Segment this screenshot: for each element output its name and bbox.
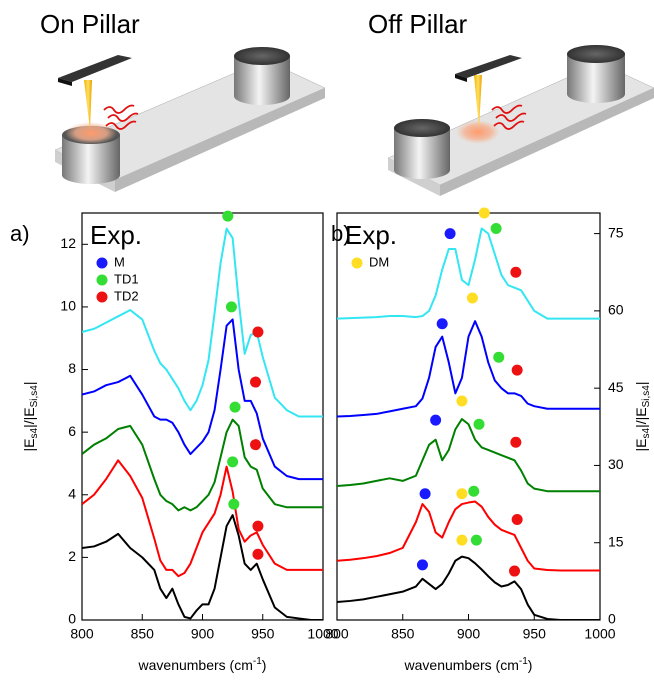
legend-swatch <box>352 258 363 269</box>
peak-marker <box>456 488 467 499</box>
x-label-part: ) <box>262 657 267 673</box>
y-label-part: | <box>21 382 37 386</box>
x-label-part: wavenumbers (cm <box>138 657 253 673</box>
y-tick-label: 8 <box>68 360 76 376</box>
x-tick-label: 850 <box>131 626 155 642</box>
x-tick-label: 800 <box>70 626 94 642</box>
legend-label: M <box>114 254 125 269</box>
legend-swatch <box>97 292 108 303</box>
y-tick-label: 4 <box>68 485 76 501</box>
series-line <box>82 420 323 511</box>
peak-marker <box>230 402 241 413</box>
y-tick-label: 12 <box>60 235 76 251</box>
peak-marker <box>226 301 237 312</box>
peak-marker <box>252 521 263 532</box>
y-tick-label: 45 <box>608 379 624 395</box>
y-label-part: | <box>633 382 649 386</box>
panel-label: a) <box>10 221 30 246</box>
y-tick-label: 30 <box>608 456 624 472</box>
x-tick-label: 1000 <box>584 626 615 642</box>
panel-title: Exp. <box>345 220 397 250</box>
peak-marker <box>456 535 467 546</box>
y-tick-label: 75 <box>608 224 624 240</box>
y-label-part: |E <box>21 438 37 451</box>
series-line <box>337 557 600 620</box>
series-line <box>82 460 323 576</box>
y-tick-label: 15 <box>608 533 624 549</box>
y-label-part: Si,s4 <box>29 385 40 408</box>
x-tick-label: 800 <box>325 626 349 642</box>
x-axis-label: wavenumbers (cm-1) <box>138 656 267 673</box>
peak-marker <box>252 549 263 560</box>
peak-marker <box>512 514 523 525</box>
peak-marker <box>250 439 261 450</box>
series-line <box>337 321 600 416</box>
y-tick-label: 60 <box>608 302 624 318</box>
peak-marker <box>493 352 504 363</box>
y-tick-label: 0 <box>68 611 76 627</box>
peak-marker <box>456 396 467 407</box>
panel-title: Exp. <box>90 220 142 250</box>
y-tick-label: 0 <box>608 611 616 627</box>
peak-marker <box>437 318 448 329</box>
x-tick-label: 900 <box>191 626 215 642</box>
panel-header: Off Pillar <box>368 9 468 39</box>
x-axis-label: wavenumbers (cm-1) <box>404 656 533 673</box>
legend-label: TD2 <box>114 288 139 303</box>
peak-marker <box>252 326 263 337</box>
y-label-part: |/|E <box>21 407 37 428</box>
y-axis-label: |Es4|/|ESi,s4| <box>633 382 652 452</box>
peak-marker <box>510 437 521 448</box>
x-label-part: ) <box>528 657 533 673</box>
y-label-part: s4 <box>641 427 652 438</box>
y-label-part: s4 <box>29 427 40 438</box>
legend-label: TD1 <box>114 271 139 286</box>
peak-marker <box>250 377 261 388</box>
peak-marker <box>471 535 482 546</box>
y-label-part: |/|E <box>633 407 649 428</box>
peak-marker <box>467 293 478 304</box>
legend-label: DM <box>369 254 389 269</box>
y-axis-label: |Es4|/|ESi,s4| <box>21 382 40 452</box>
peak-marker <box>228 499 239 510</box>
legend-swatch <box>97 258 108 269</box>
peak-marker <box>491 223 502 234</box>
figure: On Pillar8008509009501000024681012wavenu… <box>0 0 654 681</box>
illustration-off-pillar <box>388 45 654 196</box>
illustration-on-pillar <box>55 47 325 192</box>
peak-marker <box>430 415 441 426</box>
peak-marker <box>468 486 479 497</box>
y-tick-label: 10 <box>60 298 76 314</box>
peak-marker <box>417 559 428 570</box>
x-tick-label: 850 <box>391 626 415 642</box>
y-tick-label: 2 <box>68 548 76 564</box>
peak-marker <box>474 419 485 430</box>
peak-marker <box>420 488 431 499</box>
series-line <box>337 419 600 491</box>
y-label-part: |E <box>633 438 649 451</box>
x-tick-label: 950 <box>523 626 547 642</box>
series-line <box>82 319 323 479</box>
peak-marker <box>512 365 523 376</box>
peak-marker <box>227 456 238 467</box>
peak-marker <box>479 208 490 219</box>
series-line <box>337 502 600 571</box>
panel-header: On Pillar <box>40 9 140 39</box>
peak-marker <box>510 267 521 278</box>
x-label-part: wavenumbers (cm <box>404 657 519 673</box>
peak-marker <box>445 228 456 239</box>
peak-marker <box>222 211 233 222</box>
peak-marker <box>509 566 520 577</box>
x-tick-label: 950 <box>251 626 275 642</box>
y-tick-label: 6 <box>68 423 76 439</box>
y-label-part: Si,s4 <box>641 385 652 408</box>
x-tick-label: 900 <box>457 626 481 642</box>
legend-swatch <box>97 275 108 286</box>
